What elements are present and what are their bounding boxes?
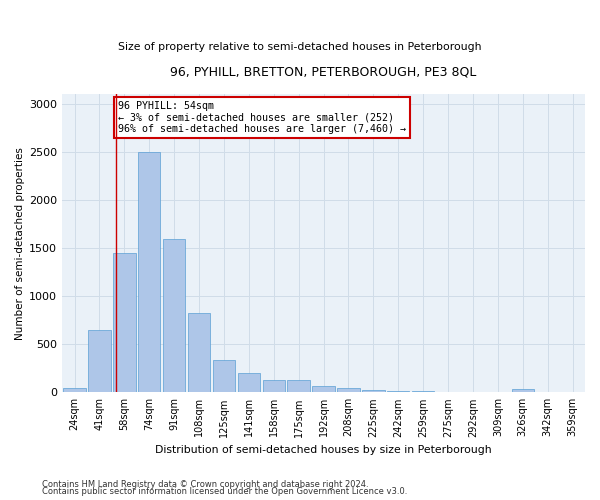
Bar	[113, 253, 136, 392]
Text: Contains HM Land Registry data © Crown copyright and database right 2024.: Contains HM Land Registry data © Crown c…	[42, 480, 368, 489]
Text: Size of property relative to semi-detached houses in Peterborough: Size of property relative to semi-detach…	[118, 42, 482, 52]
Bar	[138, 152, 160, 392]
Bar	[64, 388, 86, 392]
Y-axis label: Number of semi-detached properties: Number of semi-detached properties	[15, 147, 25, 340]
Bar	[88, 330, 111, 392]
X-axis label: Distribution of semi-detached houses by size in Peterborough: Distribution of semi-detached houses by …	[155, 445, 492, 455]
Bar	[163, 238, 185, 392]
Text: 96 PYHILL: 54sqm
← 3% of semi-detached houses are smaller (252)
96% of semi-deta: 96 PYHILL: 54sqm ← 3% of semi-detached h…	[118, 101, 406, 134]
Title: 96, PYHILL, BRETTON, PETERBOROUGH, PE3 8QL: 96, PYHILL, BRETTON, PETERBOROUGH, PE3 8…	[170, 65, 477, 78]
Bar	[188, 312, 210, 392]
Bar	[238, 373, 260, 392]
Bar	[387, 391, 409, 392]
Bar	[263, 380, 285, 392]
Bar	[362, 390, 385, 392]
Bar	[313, 386, 335, 392]
Bar	[512, 390, 534, 392]
Bar	[213, 360, 235, 392]
Bar	[287, 380, 310, 392]
Bar	[337, 388, 359, 392]
Text: Contains public sector information licensed under the Open Government Licence v3: Contains public sector information licen…	[42, 487, 407, 496]
